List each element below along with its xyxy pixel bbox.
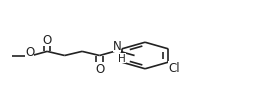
- Text: N: N: [113, 40, 122, 53]
- Text: O: O: [42, 34, 52, 47]
- Text: O: O: [25, 45, 34, 58]
- Text: Cl: Cl: [168, 62, 180, 74]
- Text: O: O: [95, 62, 104, 75]
- Text: H: H: [118, 54, 126, 63]
